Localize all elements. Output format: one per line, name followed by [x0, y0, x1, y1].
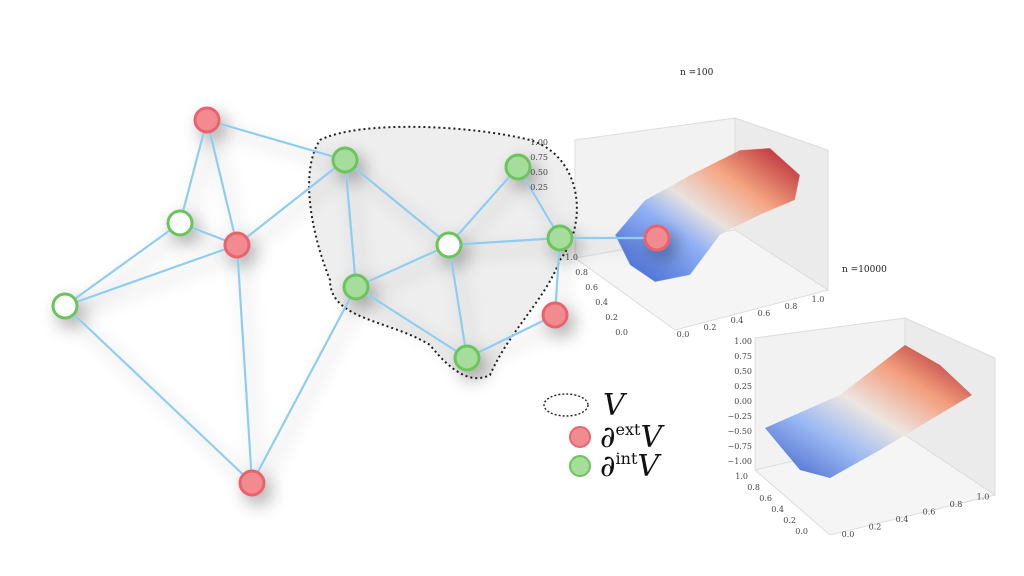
interior-node	[546, 224, 574, 252]
edge	[251, 286, 357, 484]
z-tick-label: 1.00	[530, 138, 548, 147]
exterior-node	[643, 224, 671, 252]
y-tick-label: 0.4	[595, 298, 608, 307]
x-tick-label: 0.8	[785, 302, 798, 311]
y-tick-label: 0.8	[747, 483, 760, 492]
z-tick-label: 0.00	[734, 397, 752, 406]
edge	[236, 159, 346, 246]
node	[435, 231, 463, 259]
z-tick-label: 0.75	[530, 153, 548, 162]
legend-superscript: ext	[616, 420, 641, 439]
x-tick-label: 0.4	[731, 316, 744, 325]
edge	[448, 236, 561, 247]
edge	[344, 159, 450, 246]
x-tick-label: 1.0	[977, 493, 990, 502]
edge	[447, 244, 469, 359]
z-tick-label: 0.50	[530, 168, 548, 177]
y-tick-label: 0.0	[615, 328, 628, 337]
node	[166, 209, 194, 237]
y-tick-label: 1.0	[565, 253, 578, 262]
surface-plot: n =100	[573, 68, 830, 331]
interior-node	[504, 153, 532, 181]
x-tick-label: 0.0	[677, 330, 690, 339]
z-tick-label: −0.50	[727, 427, 752, 436]
y-tick-label: 0.2	[605, 313, 618, 322]
z-tick-label: 0.25	[734, 382, 752, 391]
interior-node	[331, 146, 359, 174]
y-tick-label: 0.0	[795, 527, 808, 536]
x-tick-label: 0.0	[842, 530, 855, 539]
edge	[448, 166, 519, 246]
edge	[64, 305, 253, 484]
x-tick-label: 0.4	[896, 515, 909, 524]
graph	[51, 106, 671, 497]
z-tick-label: 1.00	[734, 337, 752, 346]
surface-plot: n =10000	[753, 265, 997, 536]
tick-labels: 1.00 0.75 0.50 0.25 0.00 −0.25 −0.50 −0.75 −1.00…	[727, 337, 989, 539]
tick-labels: 1.00 0.75 0.50 0.25 1.0 0.8 0.6 0.4 0.2 0.0 0.0 0.2…	[530, 138, 824, 339]
edge	[355, 243, 450, 289]
edge	[205, 119, 239, 246]
x-tick-label: 0.6	[923, 508, 936, 517]
exterior-node	[541, 301, 569, 329]
edge	[64, 243, 238, 308]
x-tick-label: 0.2	[704, 323, 717, 332]
legend-label: V	[603, 388, 628, 423]
y-tick-label: 0.2	[783, 516, 796, 525]
exterior-node	[223, 231, 251, 259]
edge	[517, 166, 561, 239]
legend: V ∂extV ∂intV	[543, 388, 665, 484]
y-tick-label: 0.6	[759, 494, 772, 503]
x-tick-label: 0.8	[950, 500, 963, 509]
y-tick-label: 0.4	[771, 505, 784, 514]
legend-var: V	[637, 449, 662, 484]
legend-symbol: ∂	[600, 449, 616, 484]
edge	[64, 222, 181, 307]
edge	[178, 119, 209, 224]
y-tick-label: 0.6	[585, 283, 598, 292]
z-tick-label: −0.75	[727, 442, 752, 451]
x-tick-label: 0.2	[869, 523, 882, 532]
legend-superscript: int	[616, 449, 638, 468]
z-tick-label: 0.50	[734, 367, 752, 376]
y-tick-label: 1.0	[735, 472, 748, 481]
legend-int-icon	[569, 455, 591, 477]
exterior-node	[238, 469, 266, 497]
legend-label: ∂intV	[600, 449, 662, 484]
legend-region-icon	[543, 393, 589, 417]
legend-label: ∂extV	[600, 420, 665, 455]
edge	[343, 159, 358, 288]
node	[51, 292, 79, 320]
z-tick-label: 0.25	[530, 183, 548, 192]
y-tick-label: 0.8	[575, 268, 588, 277]
x-tick-label: 1.0	[812, 295, 825, 304]
z-tick-label: 0.75	[734, 352, 752, 361]
legend-var: V	[640, 420, 665, 455]
interior-node	[453, 344, 481, 372]
edge	[466, 314, 556, 359]
legend-symbol: ∂	[600, 420, 616, 455]
z-tick-label: −1.00	[727, 457, 752, 466]
interior-node	[342, 273, 370, 301]
surface	[765, 345, 972, 478]
x-tick-label: 0.6	[758, 309, 771, 318]
exterior-node	[193, 106, 221, 134]
legend-ext-icon	[569, 426, 591, 448]
edge	[206, 118, 346, 162]
plot-title: n =100	[680, 68, 714, 78]
edge	[235, 244, 254, 484]
z-tick-label: −0.25	[727, 412, 752, 421]
edge	[355, 286, 468, 359]
plot-title: n =10000	[842, 265, 887, 275]
